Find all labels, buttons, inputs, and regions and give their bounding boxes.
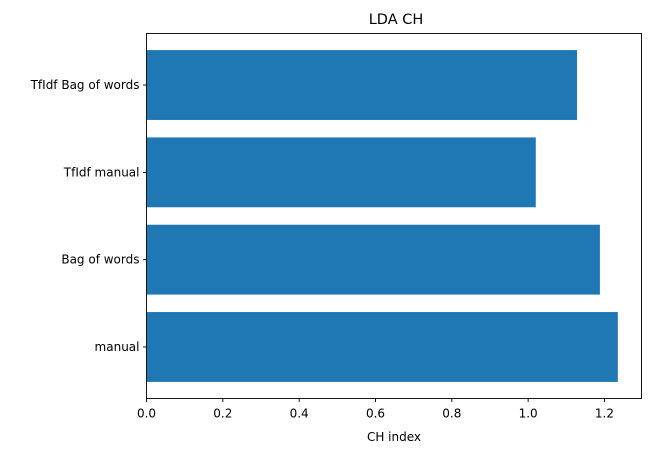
x-tick-label: 0.2 — [213, 407, 232, 421]
x-tick-label: 0.8 — [442, 407, 461, 421]
y-tick-label: TfIdf Bag of words — [30, 78, 140, 92]
x-tick-label: 0.4 — [290, 407, 309, 421]
x-tick-label: 1.0 — [519, 407, 538, 421]
x-tick-label: 1.2 — [595, 407, 614, 421]
bar-tfidf-manual — [146, 137, 536, 208]
chart-title: LDA CH — [369, 12, 424, 28]
bar-bag-of-words — [146, 224, 600, 295]
bars-group — [146, 50, 618, 382]
plot-frame — [146, 33, 642, 399]
bar-manual — [146, 312, 618, 382]
x-axis: 0.0 0.2 0.4 0.6 0.8 1.0 1.2 — [137, 398, 614, 421]
x-axis-label: CH index — [367, 430, 421, 444]
y-axis: manual Bag of words TfIdf manual TfIdf Bag … — [30, 78, 147, 354]
bar-tfidf-bag-of-words — [146, 50, 578, 120]
x-tick-label: 0.0 — [137, 407, 156, 421]
y-tick-label: manual — [95, 340, 140, 354]
y-tick-label: TfIdf manual — [63, 165, 140, 179]
x-tick-label: 0.6 — [366, 407, 385, 421]
y-tick-label: Bag of words — [61, 253, 139, 267]
